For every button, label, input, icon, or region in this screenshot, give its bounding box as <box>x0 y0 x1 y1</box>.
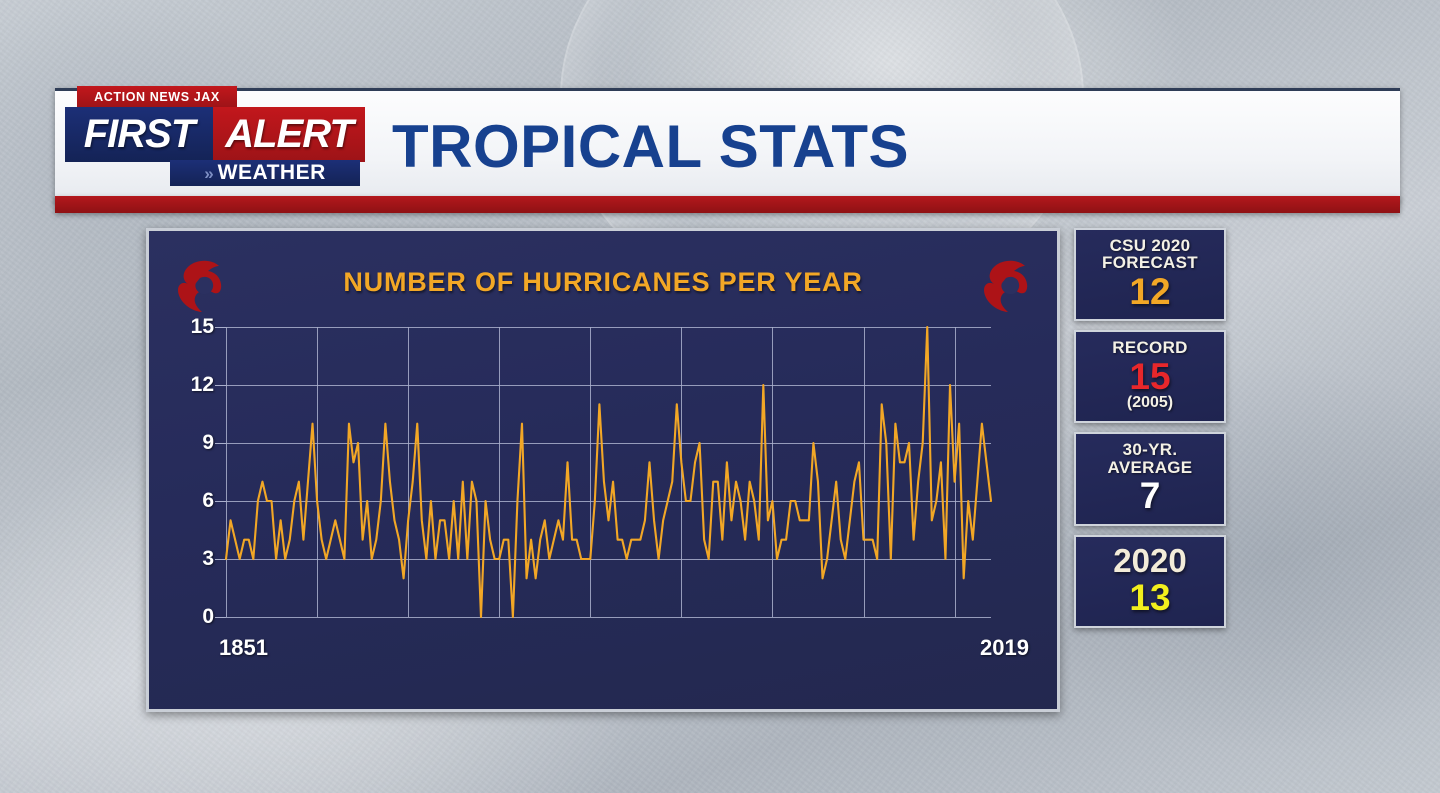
y-axis-tick-label: 9 <box>202 431 214 454</box>
first-alert-row: FIRST ALERT <box>65 107 365 162</box>
y-axis-tick-mark <box>215 617 226 618</box>
stat-value: 13 <box>1129 577 1171 619</box>
banner-top-rule <box>55 88 1400 91</box>
y-axis-tick-label: 3 <box>202 547 214 570</box>
gridline-vertical <box>772 327 774 617</box>
logo-alert-block: ALERT <box>213 107 365 162</box>
chart-panel: NUMBER OF HURRICANES PER YEAR 0 3 6 9 12 15 1… <box>146 228 1060 712</box>
y-axis-tick-mark <box>215 501 226 502</box>
stat-year: 2020 <box>1113 541 1187 579</box>
stat-label: 30-YR. AVERAGE <box>1107 440 1193 477</box>
y-axis-tick-label: 15 <box>190 315 214 338</box>
network-tab: ACTION NEWS JAX <box>77 86 237 108</box>
gridline-vertical <box>408 327 410 617</box>
banner-red-bar <box>55 196 1400 213</box>
stat-box-csu-forecast: CSU 2020 FORECAST 12 <box>1074 228 1226 322</box>
gridline-vertical <box>226 327 227 617</box>
y-axis-tick-label: 6 <box>202 489 214 512</box>
y-axis-tick-label: 0 <box>202 605 214 628</box>
logo-alert-text: ALERT <box>225 112 354 156</box>
stat-box-average: 30-YR. AVERAGE 7 <box>1074 432 1226 526</box>
y-axis-tick-mark <box>215 385 226 386</box>
plot-area: 0 3 6 9 12 15 <box>191 315 993 628</box>
hurricane-symbol-icon <box>178 260 222 312</box>
gridline-horizontal <box>226 443 991 444</box>
chart-title: NUMBER OF HURRICANES PER YEAR <box>343 267 863 297</box>
gridline-vertical <box>499 327 501 617</box>
gridline-horizontal <box>226 559 991 560</box>
y-axis-tick-mark <box>215 559 226 560</box>
x-axis-end-label: 2019 <box>980 635 1029 660</box>
double-chevron-icon: » <box>204 163 214 183</box>
stat-value: 7 <box>1139 474 1161 516</box>
hurricane-symbol-icon <box>984 260 1028 312</box>
gridline-vertical <box>317 327 319 617</box>
stat-value: 12 <box>1129 270 1171 312</box>
network-tab-label: ACTION NEWS JAX <box>94 90 220 104</box>
stat-value: 15 <box>1129 355 1171 397</box>
gridline-horizontal <box>226 501 991 502</box>
y-axis-tick-mark <box>215 327 226 328</box>
y-axis-tick-mark <box>215 443 226 444</box>
logo-first-text: FIRST <box>83 112 196 156</box>
logo-first-block: FIRST <box>65 107 213 162</box>
gridline-vertical <box>590 327 592 617</box>
stat-sublabel: (2005) <box>1126 394 1174 412</box>
page-title-text: TROPICAL STATS <box>392 112 909 180</box>
stat-label: CSU 2020 FORECAST <box>1102 236 1198 273</box>
page-title: TROPICAL STATS <box>392 98 1292 194</box>
x-axis-start-label: 1851 <box>219 635 268 660</box>
gridline-horizontal <box>226 617 991 618</box>
gridline-horizontal <box>226 327 991 328</box>
stat-label: RECORD <box>1112 338 1188 358</box>
stat-box-record: RECORD 15 (2005) <box>1074 330 1226 424</box>
stat-box-current-year: 2020 13 <box>1074 534 1226 629</box>
gridline-horizontal <box>226 385 991 386</box>
hurricane-count-line <box>224 325 993 619</box>
gridline-vertical <box>863 327 865 617</box>
logo-weather-text: WEATHER <box>217 161 326 184</box>
y-axis-tick-label: 12 <box>190 373 214 396</box>
logo-weather-bar: » WEATHER <box>170 160 360 186</box>
first-alert-weather-logo: ACTION NEWS JAX FIRST ALERT » WEATHER <box>65 86 365 191</box>
stat-boxes: CSU 2020 FORECAST 12 RECORD 15 (2005) 30-YR. AV… <box>1074 228 1226 637</box>
